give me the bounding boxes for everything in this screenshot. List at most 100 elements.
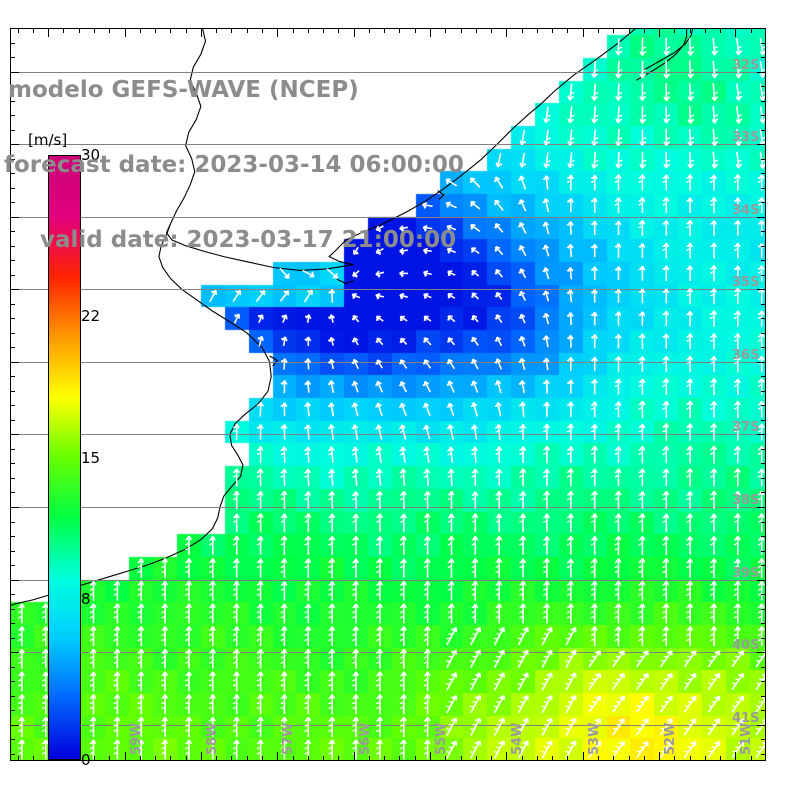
wind-vector — [517, 649, 529, 668]
wind-vector — [543, 536, 550, 555]
wind-vector — [18, 694, 25, 715]
wind-vector — [638, 580, 646, 601]
wind-vector — [375, 359, 383, 369]
wind-vector — [663, 128, 671, 147]
wind-vector — [733, 400, 741, 418]
gridline-lat-37S — [10, 434, 766, 435]
wind-vector — [567, 152, 575, 169]
wind-vector — [543, 490, 550, 510]
wind-vector — [161, 694, 169, 715]
wind-vector — [304, 491, 312, 509]
wind-vector — [495, 468, 503, 486]
wind-vector — [469, 177, 481, 188]
wind-vector — [566, 446, 574, 463]
wind-vector — [757, 197, 765, 214]
wind-vector — [519, 513, 527, 532]
wind-vector — [565, 649, 577, 668]
wind-vector — [423, 536, 431, 555]
wind-vector — [399, 468, 407, 487]
wind-vector — [470, 672, 481, 691]
wind-vector — [638, 265, 646, 281]
wind-vector — [710, 310, 718, 327]
wind-vector — [351, 358, 359, 370]
wind-vector — [423, 513, 431, 533]
wind-vector — [422, 446, 430, 464]
wind-vector — [446, 358, 456, 370]
plot-area[interactable] — [10, 28, 766, 761]
wind-vector — [280, 558, 288, 578]
wind-vector — [686, 626, 694, 646]
colorbar[interactable] — [48, 155, 81, 760]
wind-vector — [733, 174, 741, 191]
wind-vector — [662, 490, 670, 510]
gridline-lat-35S — [10, 289, 766, 290]
wind-vector — [519, 491, 527, 509]
wind-vector — [470, 695, 481, 714]
wind-vector — [185, 671, 193, 692]
wind-vector — [256, 694, 264, 715]
wind-vector — [232, 603, 240, 624]
wind-vector — [399, 270, 408, 278]
wind-vector — [280, 581, 288, 601]
wind-vector — [447, 468, 455, 486]
wind-vector — [518, 245, 527, 257]
wind-vector — [232, 648, 240, 669]
wind-vector — [328, 648, 336, 669]
wind-vector — [375, 626, 383, 646]
wind-vector — [304, 716, 312, 737]
wind-vector — [328, 626, 336, 646]
wind-vector — [755, 695, 766, 713]
colorbar-tick-8: 8 — [81, 589, 91, 608]
wind-vector — [351, 314, 360, 323]
wind-vector — [567, 129, 575, 146]
wind-vector — [662, 580, 670, 601]
wind-vector — [399, 694, 407, 715]
wind-vector — [735, 105, 743, 124]
wind-vector — [759, 151, 766, 169]
wind-vector — [446, 672, 458, 691]
wind-vector — [683, 718, 697, 736]
wind-vector — [256, 716, 264, 737]
wind-vector — [447, 490, 455, 510]
wind-vector — [590, 378, 598, 395]
wind-vector — [638, 197, 646, 213]
wind-vector — [542, 198, 550, 213]
wind-vector — [447, 603, 455, 624]
wind-vector — [374, 402, 383, 417]
wind-vector — [733, 220, 741, 236]
wind-vector — [423, 603, 431, 624]
wind-vector — [185, 694, 193, 715]
wind-vector — [686, 535, 694, 555]
wind-vector — [733, 265, 741, 281]
wind-vector — [422, 424, 431, 440]
wind-vector — [566, 379, 574, 394]
wind-vector — [614, 626, 622, 646]
wind-vector — [280, 490, 288, 510]
wind-vector — [755, 650, 766, 668]
wind-vector — [590, 535, 598, 555]
wind-vector — [638, 333, 646, 349]
wind-vector — [494, 223, 504, 233]
wind-vector — [446, 649, 458, 668]
wind-vector — [614, 266, 622, 281]
wind-vector — [185, 648, 193, 669]
wind-vector — [517, 198, 527, 212]
wind-vector — [707, 672, 721, 691]
wind-vector — [423, 739, 431, 760]
wind-vector — [352, 270, 360, 278]
wind-vector — [614, 513, 622, 532]
wind-vector — [710, 468, 718, 487]
wind-vector — [280, 380, 288, 394]
wind-vector — [447, 270, 456, 277]
wind-vector — [398, 380, 408, 393]
wind-vector — [517, 221, 527, 234]
wind-vector — [663, 106, 671, 124]
wind-vector — [542, 290, 550, 302]
wind-vector — [494, 314, 503, 324]
wind-vector — [590, 513, 598, 533]
wind-vector — [588, 695, 602, 713]
wind-vector — [710, 400, 718, 418]
wind-vector — [375, 247, 384, 256]
wind-vector — [759, 83, 766, 101]
wind-vector — [256, 446, 264, 464]
